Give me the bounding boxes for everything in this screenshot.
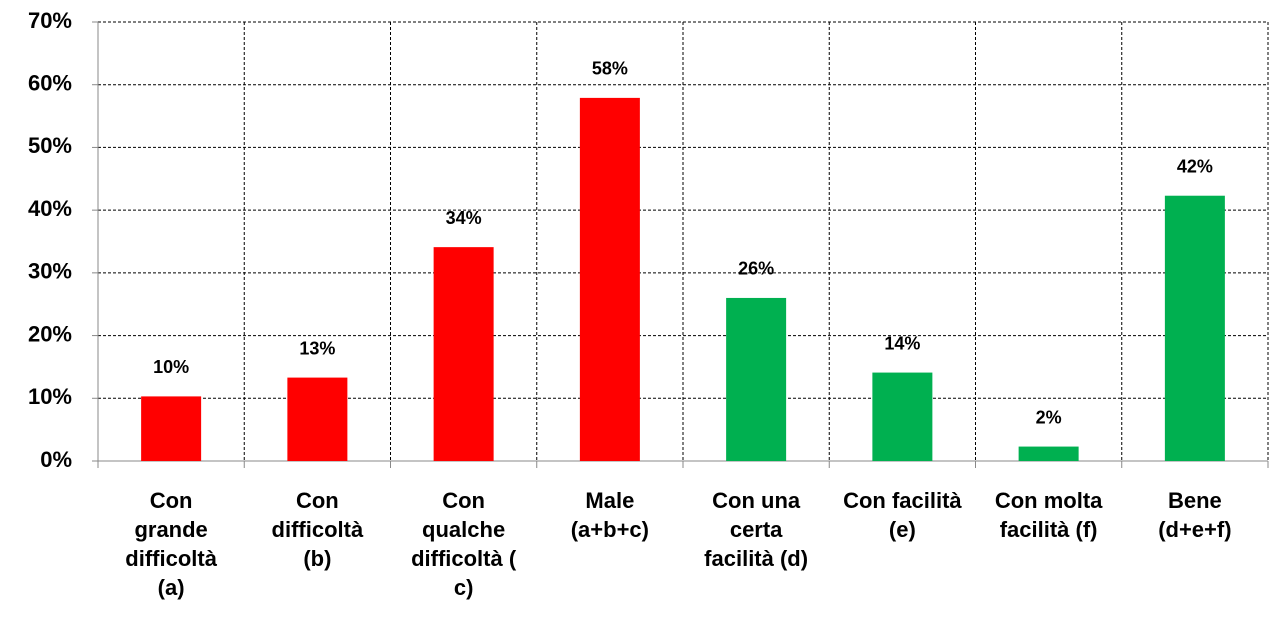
bar	[579, 97, 640, 462]
y-tick-label: 30%	[28, 259, 72, 284]
y-tick-label: 70%	[28, 8, 72, 33]
x-tick-label: Con grande difficoltà (a)	[125, 488, 217, 600]
y-tick-label: 50%	[28, 133, 72, 158]
value-label: 58%	[592, 59, 628, 79]
y-tick-label: 20%	[28, 321, 72, 346]
bar	[287, 377, 348, 461]
y-tick-label: 60%	[28, 71, 72, 96]
bar	[872, 372, 933, 461]
bar	[726, 297, 787, 461]
value-label: 42%	[1177, 156, 1213, 176]
y-tick-label: 40%	[28, 196, 72, 221]
value-label: 2%	[1036, 407, 1062, 427]
value-label: 26%	[738, 259, 774, 279]
value-label: 14%	[884, 333, 920, 353]
x-tick-label: Con una certa facilità (d)	[704, 488, 809, 571]
x-tick-label: Con difficoltà (b)	[271, 488, 364, 571]
bar	[141, 396, 202, 461]
x-tick-label: Male (a+b+c)	[570, 488, 649, 542]
value-label: 34%	[446, 208, 482, 228]
x-tick-label: Bene (d+e+f)	[1158, 488, 1232, 542]
bar	[1018, 446, 1079, 461]
bar	[1164, 195, 1225, 461]
y-tick-label: 0%	[40, 447, 72, 472]
y-tick-label: 10%	[28, 384, 72, 409]
bar	[433, 247, 494, 461]
x-tick-label: Con molta facilità (f)	[994, 488, 1103, 542]
x-tick-label: Con facilità (e)	[843, 488, 962, 542]
x-tick-label: Con qualche difficoltà ( c)	[411, 488, 517, 600]
value-label: 13%	[299, 338, 335, 358]
value-label: 10%	[153, 357, 189, 377]
